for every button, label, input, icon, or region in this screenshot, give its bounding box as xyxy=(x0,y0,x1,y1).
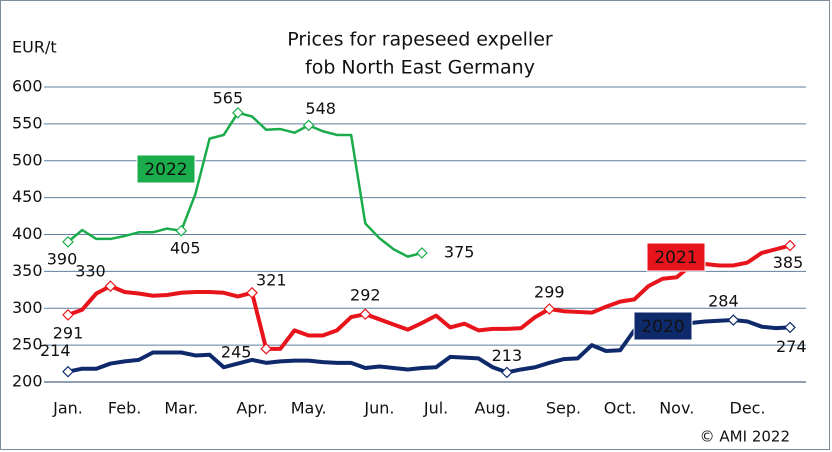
x-tick-label: Jun. xyxy=(363,399,394,418)
legend-label: 2022 xyxy=(144,160,187,180)
x-tick-label: Jan. xyxy=(52,399,83,418)
legend-box xyxy=(633,311,693,341)
data-label: 405 xyxy=(170,238,201,257)
point-marker xyxy=(784,239,796,252)
data-label: 390 xyxy=(47,249,78,268)
point-marker xyxy=(416,247,428,259)
data-label: 548 xyxy=(305,99,336,118)
data-label: 299 xyxy=(534,282,565,301)
point-marker xyxy=(62,365,74,378)
point-marker xyxy=(260,342,273,355)
data-label: 274 xyxy=(776,337,807,356)
x-tick-label: Dec. xyxy=(730,399,766,418)
x-tick-label: Jul. xyxy=(423,399,448,418)
data-label: 214 xyxy=(40,341,71,360)
x-tick-label: Nov. xyxy=(659,399,694,418)
x-tick-label: Apr. xyxy=(236,399,267,418)
legend-label: 2020 xyxy=(641,317,684,337)
source: © AMI 2022 xyxy=(700,428,790,446)
y-tick-label: 250 xyxy=(12,335,43,354)
point-marker xyxy=(543,303,556,315)
data-label: 284 xyxy=(708,292,739,311)
x-tick-label: Aug. xyxy=(475,399,511,418)
data-label: 291 xyxy=(53,323,84,342)
point-marker xyxy=(727,314,740,326)
point-marker xyxy=(501,366,513,379)
y-tick-label: 400 xyxy=(12,224,43,243)
point-marker xyxy=(62,236,74,248)
y-tick-label: 350 xyxy=(12,261,43,280)
chart-title: Prices for rapeseed expeller xyxy=(287,29,553,51)
point-marker xyxy=(104,280,117,292)
x-tick-label: Mar. xyxy=(164,399,198,418)
legend-box xyxy=(136,154,196,184)
chart-subtitle: fob North East Germany xyxy=(305,57,535,79)
data-label: 330 xyxy=(75,262,106,281)
data-label: 565 xyxy=(213,88,244,107)
y-tick-label: 500 xyxy=(12,150,43,169)
y-axis-label: EUR/t xyxy=(12,38,57,57)
point-marker xyxy=(175,224,188,237)
y-tick-label: 300 xyxy=(12,298,43,317)
y-tick-label: 200 xyxy=(12,372,43,391)
legend-box xyxy=(646,242,706,272)
data-label: 375 xyxy=(444,242,475,261)
point-marker xyxy=(62,309,74,321)
point-marker xyxy=(784,321,796,334)
point-marker xyxy=(359,308,372,320)
y-tick-label: 450 xyxy=(12,187,43,206)
legend-label: 2021 xyxy=(654,248,697,268)
series-line xyxy=(67,243,791,351)
x-tick-label: Oct. xyxy=(604,399,637,418)
y-tick-label: 550 xyxy=(12,113,43,132)
data-label: 213 xyxy=(492,346,523,365)
x-tick-label: Feb. xyxy=(108,399,141,418)
series-line xyxy=(67,111,423,258)
point-marker xyxy=(232,106,244,119)
point-marker xyxy=(302,119,315,132)
x-tick-label: Sep. xyxy=(546,399,581,418)
data-label: 292 xyxy=(350,286,381,305)
data-label: 321 xyxy=(256,270,287,289)
x-tick-label: May. xyxy=(291,399,327,418)
data-label: 385 xyxy=(773,253,804,272)
data-label: 245 xyxy=(221,342,252,361)
point-marker xyxy=(246,286,258,299)
y-tick-label: 600 xyxy=(12,77,43,96)
